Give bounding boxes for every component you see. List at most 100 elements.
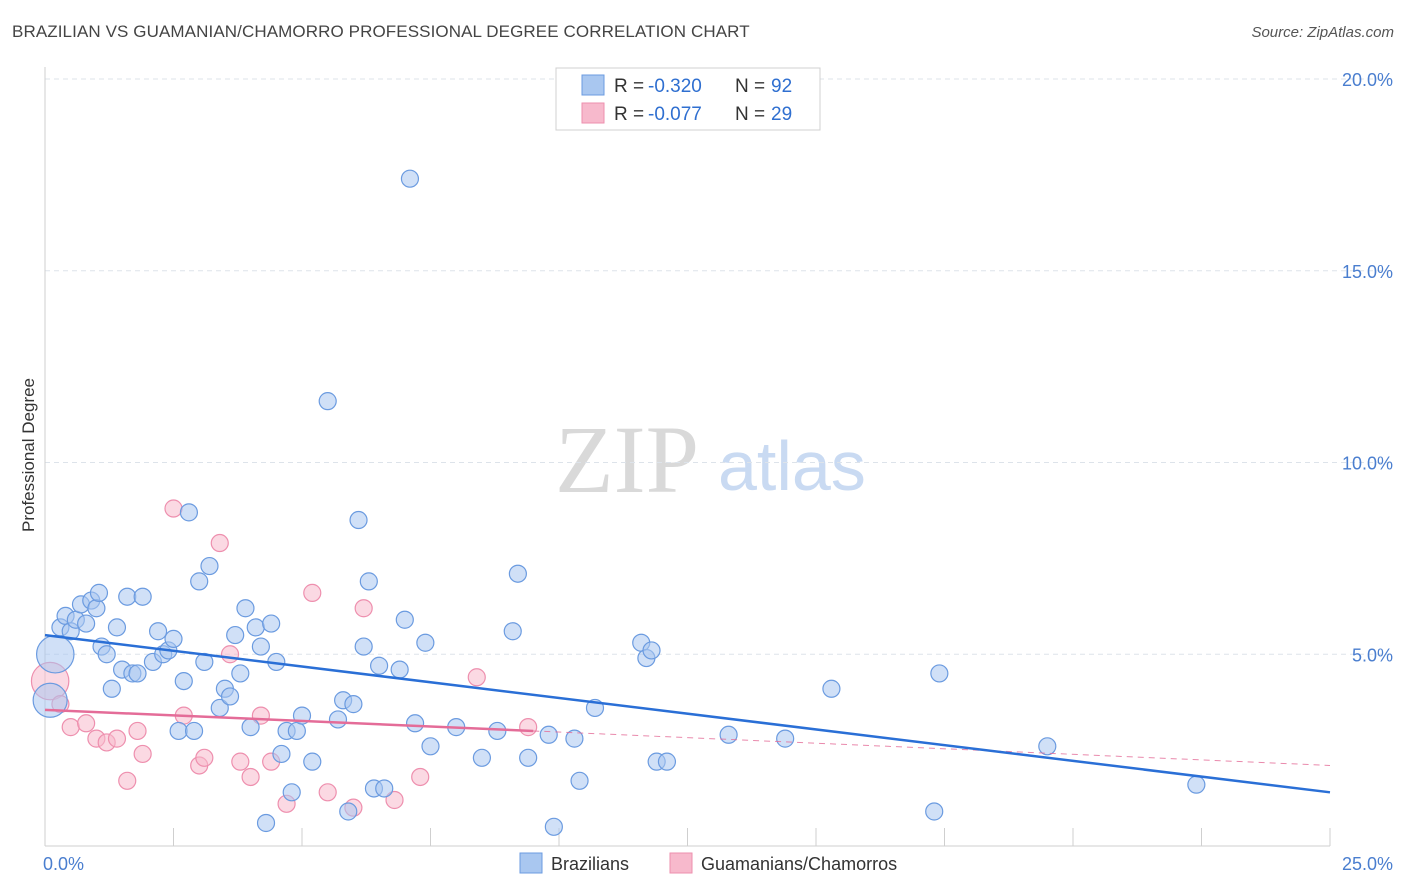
brazilians-point-25: [169, 721, 188, 741]
brazilians-point-55: [349, 510, 368, 530]
legend-swatch-blue: [581, 74, 605, 96]
brazilians-point-88: [1038, 737, 1057, 756]
brazilians-point-73: [539, 725, 558, 744]
brazilians-point-41: [256, 813, 276, 833]
brazilians-point-59: [370, 656, 389, 675]
brazilians-point-16: [118, 587, 137, 606]
guamanians-point-2: [61, 718, 80, 737]
brazilians-point-28: [184, 721, 204, 741]
brazilians-point-13: [102, 679, 121, 698]
brazilians-point-76: [570, 771, 589, 790]
brazilians-point-72: [519, 748, 538, 767]
guamanians-point-24: [354, 599, 373, 618]
bottom-legend: Brazilians Guamanians/Chamorros: [519, 852, 897, 874]
bottom-legend-swatch-blue: [519, 852, 543, 874]
y-axis-label: Professional Degree: [19, 378, 38, 532]
legend-swatch-pink: [581, 102, 605, 124]
legend-n-label-blue: N =: [735, 76, 765, 97]
x-tick-label-1: 25.0%: [1342, 854, 1393, 874]
guamanians-point-6: [107, 729, 127, 748]
legend-r-label-pink: R =: [614, 104, 644, 125]
bottom-legend-swatch-pink: [669, 852, 693, 874]
brazilians-point-82: [657, 752, 677, 771]
brazilians-point-35: [226, 625, 245, 645]
legend-r-label-blue: R =: [614, 76, 644, 97]
brazilians-point-54: [344, 695, 363, 714]
x-tick-label-0: 0.0%: [43, 854, 84, 874]
brazilians-point-47: [287, 721, 306, 741]
brazilians-point-86: [925, 802, 944, 821]
guamanians-point-8: [128, 721, 147, 741]
brazilians-point-64: [405, 714, 425, 733]
brazilians-point-34: [220, 687, 240, 706]
brazilians-point-60: [375, 779, 394, 798]
chart-title: BRAZILIAN VS GUAMANIAN/CHAMORRO PROFESSI…: [12, 22, 750, 41]
brazilians-point-18: [128, 664, 147, 683]
brazilians-point-21: [148, 622, 168, 641]
brazilians-point-51: [328, 710, 348, 729]
brazilians-point-10: [89, 583, 109, 602]
brazilians-point-46: [282, 783, 301, 802]
bottom-legend-label-brazilians: Brazilians: [551, 854, 629, 874]
y-tick-label-3: 20.0%: [1342, 70, 1393, 90]
guamanians-point-28: [519, 718, 538, 737]
series-brazilians-points: [32, 169, 1206, 836]
brazilians-point-19: [133, 587, 152, 606]
y-tick-label-2: 15.0%: [1342, 262, 1393, 282]
brazilians-point-37: [236, 599, 255, 618]
brazilians-point-24: [164, 629, 183, 649]
guamanians-point-3: [77, 714, 96, 733]
brazilians-point-69: [488, 721, 507, 741]
brazilians-point-27: [179, 503, 199, 522]
watermark-atlas: atlas: [718, 427, 866, 505]
brazilians-point-31: [200, 556, 219, 576]
brazilians-point-75: [565, 729, 584, 748]
brazilians-point-36: [231, 664, 250, 683]
guamanians-point-25: [385, 790, 404, 810]
brazilians-point-29: [190, 572, 209, 591]
trend-line-brazilians: [44, 633, 1331, 794]
brazilians-point-9: [87, 599, 106, 618]
brazilians-point-87: [930, 664, 949, 683]
watermark-zip: ZIP: [555, 406, 699, 513]
brazilians-point-49: [303, 752, 322, 771]
brazilians-point-84: [776, 729, 795, 748]
brazilians-point-7: [77, 614, 96, 633]
guamanians-point-14: [210, 533, 229, 553]
brazilians-point-56: [354, 637, 373, 656]
guamanians-point-21: [303, 583, 322, 602]
gridlines: [45, 78, 1395, 655]
brazilians-point-50: [318, 392, 337, 411]
trend-line-guamanians: [44, 708, 534, 733]
brazilians-point-71: [508, 564, 527, 583]
brazilians-point-26: [174, 671, 193, 691]
y-tick-label-1: 10.0%: [1342, 454, 1393, 474]
tick-labels: 5.0% 10.0% 15.0% 20.0% 0.0% 25.0%: [43, 70, 1393, 874]
brazilians-point-38: [241, 718, 260, 737]
legend-n-value-blue: 92: [771, 76, 792, 97]
brazilians-point-12: [97, 645, 116, 664]
brazilians-point-40: [251, 637, 270, 656]
brazilians-point-63: [400, 169, 420, 188]
guamanians-point-22: [318, 783, 337, 802]
brazilians-point-74: [544, 817, 563, 836]
guamanians-point-16: [231, 752, 250, 771]
legend-n-value-pink: 29: [771, 104, 792, 125]
brazilians-point-85: [822, 679, 841, 698]
brazilians-point-66: [421, 737, 440, 756]
bottom-legend-label-guamanians: Guamanians/Chamorros: [701, 854, 897, 874]
trend-lines: [44, 633, 1331, 794]
brazilians-point-89: [1187, 775, 1206, 794]
guamanians-point-13: [195, 748, 214, 767]
brazilians-point-14: [107, 618, 127, 637]
series-guamanians-points: [30, 499, 538, 817]
brazilians-point-53: [339, 802, 358, 821]
guamanians-point-27: [467, 668, 486, 687]
brazilians-point-57: [359, 572, 378, 591]
guamanians-point-9: [133, 744, 152, 764]
brazilians-point-80: [642, 641, 661, 660]
brazilians-point-0: [35, 634, 75, 674]
brazilians-point-62: [395, 610, 414, 629]
guamanians-point-17: [241, 767, 260, 787]
brazilians-point-1: [32, 682, 68, 718]
